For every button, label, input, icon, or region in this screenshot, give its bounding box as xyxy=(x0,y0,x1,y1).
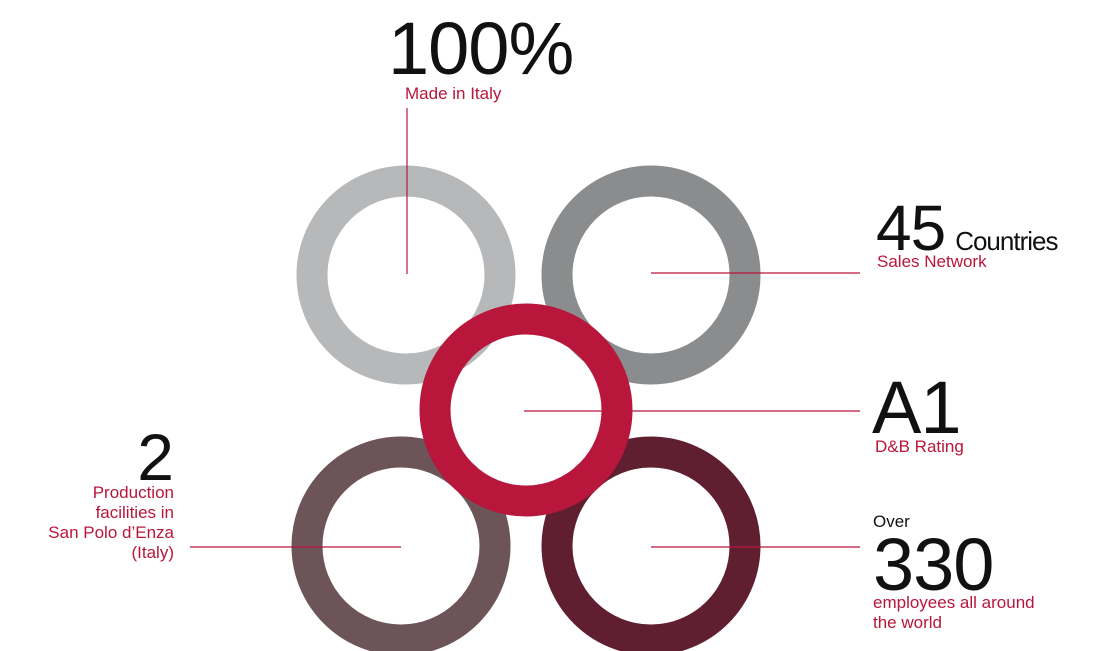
stat-facilities: 2 Production facilities in San Polo d’En… xyxy=(48,424,174,563)
stat-unit-countries: Countries xyxy=(955,226,1058,256)
stat-prefix-employees: Over xyxy=(873,512,910,531)
ring-top-right xyxy=(541,165,761,385)
stat-rating: A1 D&B Rating xyxy=(872,371,964,457)
stat-value-employees: 330 xyxy=(873,523,994,606)
stat-label-employees-line: the world xyxy=(873,613,942,632)
stat-label-rating: D&B Rating xyxy=(875,437,964,456)
stat-label-italy: Made in Italy xyxy=(405,84,502,103)
ring-center xyxy=(419,303,633,517)
stat-label-facilities: Production facilities in San Polo d’Enza… xyxy=(48,483,174,563)
stat-label-facilities-line: San Polo d’Enza xyxy=(48,523,174,542)
stat-employees: Over 330 employees all around the world xyxy=(873,512,1035,633)
stat-countries: 45 Countries Sales Network xyxy=(876,196,1058,272)
stat-value-italy: 100% xyxy=(388,7,574,90)
ring-bottom-right xyxy=(541,436,761,651)
stat-value-rating: A1 xyxy=(872,366,962,449)
ring-top-left xyxy=(296,165,516,385)
ring-bottom-left xyxy=(291,436,511,651)
stat-label-facilities-line: facilities in xyxy=(95,503,174,522)
stat-label-facilities-line: (Italy) xyxy=(131,543,175,562)
stat-label-facilities-line: Production xyxy=(92,483,174,502)
stat-label-countries: Sales Network xyxy=(877,252,987,271)
stat-label-employees-line: employees all around xyxy=(873,593,1035,612)
stat-label-employees: employees all around the world xyxy=(873,593,1035,633)
stat-value-countries: 45 xyxy=(876,192,946,264)
stat-made-in-italy: 100% Made in Italy xyxy=(388,7,574,104)
stat-value-facilities: 2 xyxy=(137,420,174,494)
